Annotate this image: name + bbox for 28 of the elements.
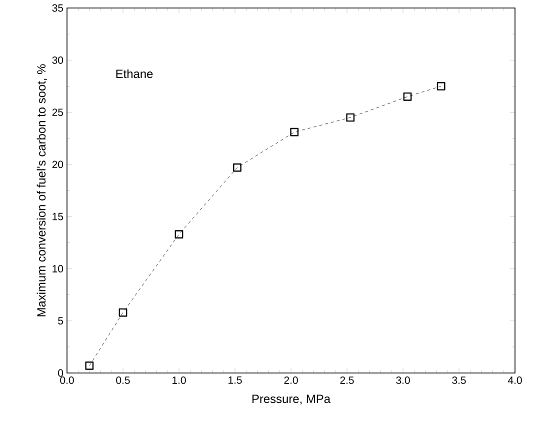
point	[85, 362, 94, 370]
y-tick-label: 25	[52, 108, 64, 116]
point	[233, 163, 242, 172]
y-tick-label: 30	[52, 56, 64, 64]
x-tick-label: 4.0	[508, 376, 522, 384]
x-tick-label: 0.0	[60, 376, 74, 384]
y-tick-label: 0	[58, 369, 64, 377]
point	[346, 113, 355, 122]
x-tick-label: 3.0	[396, 376, 410, 384]
point	[290, 128, 299, 136]
point	[436, 82, 446, 90]
x-tick-label: 0.5	[116, 376, 130, 384]
x-tick-label: 1.0	[172, 376, 186, 384]
point	[174, 230, 184, 238]
point	[118, 308, 128, 317]
y-tick-label: 10	[52, 265, 64, 272]
x-axis-title: Pressure, MPa	[252, 394, 331, 405]
point	[403, 92, 412, 101]
x-tick-label: 1.5	[228, 376, 242, 384]
annotation: Ethane	[116, 69, 153, 78]
y-tick-label: 20	[52, 160, 64, 168]
x-tick-label: 2.0	[284, 376, 298, 384]
x-tick-label: 3.5	[452, 376, 466, 384]
x-tick-label: 2.5	[340, 376, 354, 384]
y-tick-label: 5	[58, 317, 64, 325]
y-tick-label: 15	[52, 212, 64, 220]
y-tick-label: 35	[52, 4, 64, 12]
y-axis-title: Maximum conversion of fuel's carbon to soot, %	[36, 64, 47, 316]
